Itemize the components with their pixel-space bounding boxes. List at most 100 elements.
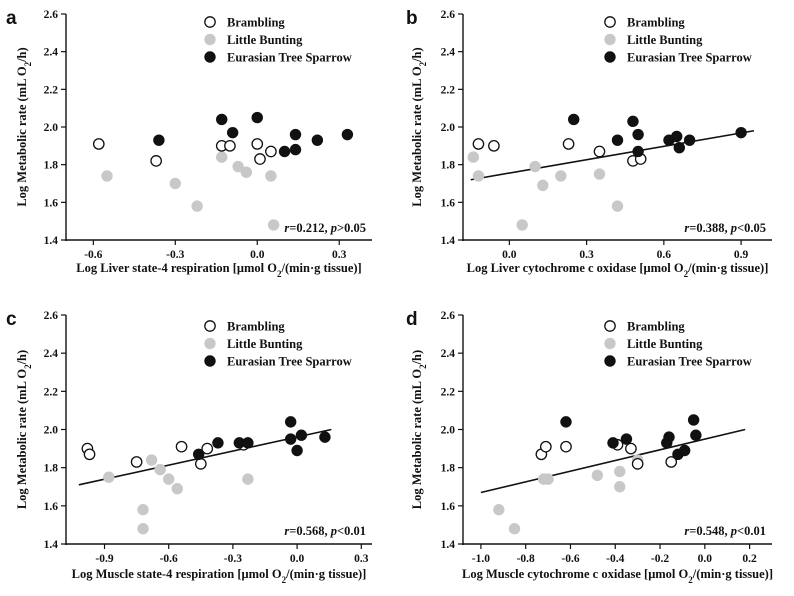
data-point xyxy=(130,456,143,468)
y-tick-label: 1.4 xyxy=(441,539,456,551)
legend-marker xyxy=(604,33,616,46)
data-point xyxy=(591,469,604,481)
data-point xyxy=(632,145,644,158)
legend-entry: Little Bunting xyxy=(227,33,303,47)
legend-entry: Brambling xyxy=(627,320,685,334)
legend-marker xyxy=(604,16,616,28)
data-point xyxy=(224,139,236,152)
data-point xyxy=(289,128,302,141)
y-tick-label: 2.6 xyxy=(44,9,59,21)
legend-entry: Eurasian Tree Sparrow xyxy=(227,355,352,369)
series-little-bunting xyxy=(101,151,280,231)
y-tick-label: 1.8 xyxy=(44,463,59,475)
data-point xyxy=(562,138,575,150)
y-axis-label: Log Metabolic rate (mL O2/h) xyxy=(15,350,33,509)
regression-line xyxy=(480,428,746,494)
data-point xyxy=(560,416,572,428)
y-axis-label: Log Metabolic rate (mL O2/h) xyxy=(15,47,33,206)
legend-marker xyxy=(604,320,616,332)
data-point xyxy=(537,179,549,192)
data-point xyxy=(163,473,175,485)
y-tick-label: 2.0 xyxy=(441,122,456,134)
data-point xyxy=(226,126,239,139)
legend-marker xyxy=(204,16,216,28)
data-point xyxy=(92,138,105,150)
legend-entry: Eurasian Tree Sparrow xyxy=(627,51,752,65)
data-point xyxy=(171,482,183,495)
data-point xyxy=(251,111,263,124)
x-tick-label: 0.3 xyxy=(579,249,594,261)
data-point xyxy=(683,134,696,146)
y-tick-label: 2.6 xyxy=(441,9,456,21)
data-point xyxy=(103,471,115,483)
x-tick-label: 0.2 xyxy=(742,553,757,565)
legend-entry: Eurasian Tree Sparrow xyxy=(627,355,752,369)
stat-annotation: r=0.388, p<0.05 xyxy=(684,221,766,235)
data-point xyxy=(690,429,702,441)
legend-marker xyxy=(204,337,216,350)
y-tick-label: 1.6 xyxy=(44,501,59,513)
data-point xyxy=(191,200,203,212)
y-tick-label: 2.2 xyxy=(441,84,456,96)
data-point xyxy=(542,473,554,485)
data-point xyxy=(169,177,181,190)
data-point xyxy=(291,444,303,457)
y-tick-label: 2.4 xyxy=(441,348,456,360)
data-point xyxy=(240,166,253,178)
y-tick-label: 2.0 xyxy=(44,122,59,134)
data-point xyxy=(311,134,324,146)
y-tick-label: 1.8 xyxy=(441,160,456,172)
stat-annotation: r=0.548, p<0.01 xyxy=(684,524,766,538)
x-tick-label: 0.3 xyxy=(354,553,369,565)
legend-marker xyxy=(604,51,616,63)
data-point xyxy=(663,431,675,443)
y-tick-label: 1.8 xyxy=(44,160,59,172)
data-point xyxy=(614,465,626,478)
x-axis-label: Log Liver state-4 respiration [μmol O2/(… xyxy=(76,261,361,279)
data-point xyxy=(472,138,485,150)
x-tick-label: 0.3 xyxy=(332,249,347,261)
x-tick-label: -0.4 xyxy=(606,553,624,565)
data-point xyxy=(289,143,302,156)
data-point xyxy=(467,151,479,163)
x-tick-label: 0.9 xyxy=(734,249,749,261)
y-tick-label: 2.6 xyxy=(441,310,456,322)
y-tick-label: 2.4 xyxy=(44,47,59,59)
data-point xyxy=(194,457,207,470)
data-point xyxy=(153,134,165,146)
data-point xyxy=(472,170,485,182)
series-eurasian-tree-sparrow xyxy=(192,416,331,461)
panel-a: a1.41.61.82.02.22.42.6-0.6 -0.3 0.0 0.3Log … xyxy=(6,8,372,279)
x-axis-label: Log Muscle cytochrome c oxidase [μmol O2… xyxy=(462,567,773,585)
data-point xyxy=(265,170,277,182)
data-point xyxy=(175,440,188,453)
data-point xyxy=(607,437,619,449)
legend-entry: Eurasian Tree Sparrow xyxy=(227,51,352,65)
x-tick-label: -0.9 xyxy=(95,553,113,565)
legend-marker xyxy=(204,33,216,46)
panel-label: b xyxy=(406,8,418,29)
x-tick-label: -0.6 xyxy=(561,553,579,565)
data-point xyxy=(687,414,700,426)
series-eurasian-tree-sparrow xyxy=(153,111,354,158)
y-tick-label: 1.6 xyxy=(44,197,59,209)
x-tick-label: -0.2 xyxy=(651,553,669,565)
panel-d: d 1.4 1.6 1.8 2.0 2.2 2.4 2.6 -1.0 -0.8 -0.6 -0.4 -0… xyxy=(406,309,773,585)
legend: Brambling Little Bunting Eurasian Tree Spa… xyxy=(204,16,352,65)
data-point xyxy=(593,145,606,158)
series-little-bunting xyxy=(467,151,624,231)
legend-marker xyxy=(204,355,216,367)
x-axis-label: Log Muscle state-4 respiration [μmol O2/… xyxy=(72,567,367,585)
data-point xyxy=(242,437,254,449)
series-little-bunting xyxy=(493,454,644,535)
data-point xyxy=(201,442,214,455)
data-point xyxy=(516,219,528,231)
data-point xyxy=(593,168,606,180)
legend-entry: Brambling xyxy=(227,320,285,334)
stat-annotation: r=0.212, p>0.05 xyxy=(284,221,366,235)
data-point xyxy=(508,523,521,535)
data-point xyxy=(101,170,113,182)
data-point xyxy=(254,153,266,165)
